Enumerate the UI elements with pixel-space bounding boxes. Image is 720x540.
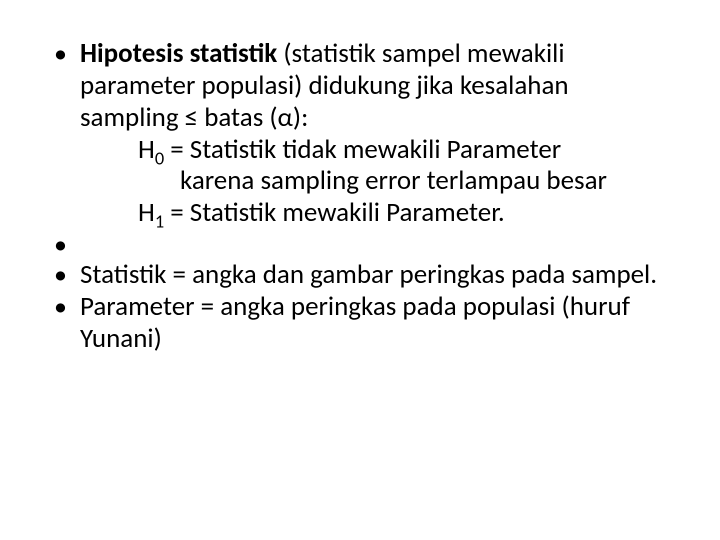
bullet-item-3: Parameter = angka peringkas pada populas… [50,291,670,355]
h1-label: H [138,196,155,229]
b1-h1-line: H1 = Statistik mewakili Parameter. [80,197,670,229]
spacer [50,229,670,259]
b2-text: Statistik = angka dan gambar peringkas p… [80,258,657,291]
h1-text: = Statistik mewakili Parameter. [164,196,505,229]
b3-text: Parameter = angka peringkas pada populas… [80,290,630,355]
h0-label: H [138,133,155,166]
bullet-item-2: Statistik = angka dan gambar peringkas p… [50,259,670,291]
b1-bold: Hipotesis statistik [80,37,277,70]
bullet-item-1: Hipotesis statistik (statistik sampel me… [50,38,670,229]
b1-h0-line: H0 = Statistik tidak mewakili Parameter [80,134,670,166]
bullet-list: Hipotesis statistik (statistik sampel me… [50,38,670,355]
b1-h0-cont: karena sampling error terlampau besar [80,165,670,197]
h0-text: = Statistik tidak mewakili Parameter [164,133,561,166]
slide-body: Hipotesis statistik (statistik sampel me… [0,0,720,540]
h0-sub: 0 [155,147,164,169]
